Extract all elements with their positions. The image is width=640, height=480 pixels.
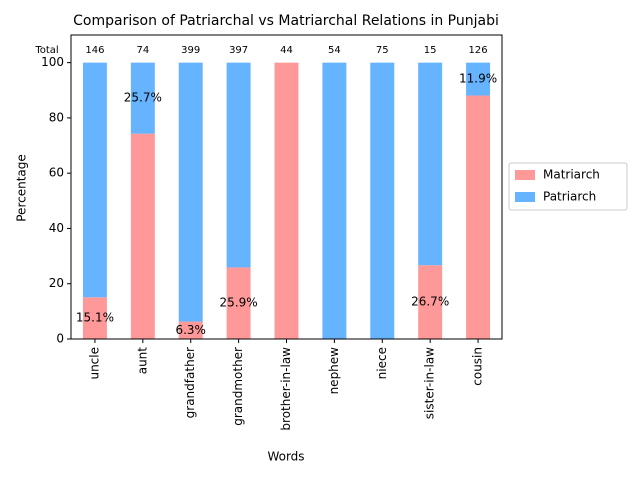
- total-value: 54: [328, 45, 341, 56]
- x-tick-label: brother-in-law: [279, 347, 293, 431]
- bar-segment: [322, 62, 347, 340]
- total-value: 75: [376, 45, 389, 56]
- x-tick-label: nephew: [327, 347, 341, 395]
- bar-segment: [226, 62, 251, 268]
- x-tick-label: grandmother: [231, 347, 245, 426]
- x-tick-label: sister-in-law: [423, 347, 437, 419]
- y-tick-label: 60: [49, 166, 64, 180]
- bar-segment: [130, 133, 155, 339]
- legend-label: Patriarch: [543, 190, 596, 204]
- bar-segment: [370, 62, 395, 340]
- y-tick-label: 20: [49, 276, 64, 290]
- total-label: Total: [34, 45, 58, 56]
- x-tick-label: cousin: [471, 347, 485, 386]
- bar-segment: [466, 62, 491, 96]
- total-value: 74: [136, 45, 149, 56]
- total-value: 397: [229, 45, 248, 56]
- x-tick-label: grandfather: [183, 347, 197, 418]
- x-tick-label: niece: [375, 347, 389, 379]
- bar-segment: [82, 62, 107, 298]
- value-label: 26.7%: [411, 295, 449, 309]
- bar-segment: [178, 62, 203, 322]
- plot-frame: [70, 34, 503, 340]
- bar-segment: [178, 321, 203, 339]
- y-tick-label: 100: [41, 55, 64, 69]
- bar-segment: [418, 62, 443, 266]
- y-tick-label: 40: [49, 221, 64, 235]
- legend-swatch: [515, 192, 535, 202]
- y-axis-label: Percentage: [15, 154, 29, 222]
- total-value: 15: [424, 45, 437, 56]
- total-value: 126: [469, 45, 488, 56]
- x-tick-label: aunt: [135, 347, 149, 375]
- value-label: 25.9%: [220, 296, 258, 310]
- total-value: 44: [280, 45, 293, 56]
- legend-label: Matriarch: [543, 168, 600, 182]
- value-label: 11.9%: [459, 72, 497, 86]
- y-tick-label: 80: [49, 110, 64, 124]
- bar-segment: [466, 95, 491, 339]
- y-tick-label: 0: [56, 332, 64, 346]
- legend-swatch: [515, 170, 535, 180]
- legend-box: [508, 162, 628, 211]
- total-value: 146: [85, 45, 104, 56]
- bar-segment: [418, 265, 443, 339]
- x-tick-label: uncle: [87, 347, 101, 380]
- bar-segment: [274, 62, 299, 340]
- chart-title: Comparison of Patriarchal vs Matriarchal…: [73, 13, 499, 29]
- bar-segment: [226, 267, 251, 339]
- value-label: 25.7%: [124, 91, 162, 105]
- bar-segment: [130, 62, 155, 134]
- value-label: 6.3%: [175, 323, 206, 337]
- value-label: 15.1%: [76, 311, 114, 325]
- total-value: 399: [181, 45, 200, 56]
- bar-segment: [82, 297, 107, 339]
- x-axis-label: Words: [267, 450, 304, 464]
